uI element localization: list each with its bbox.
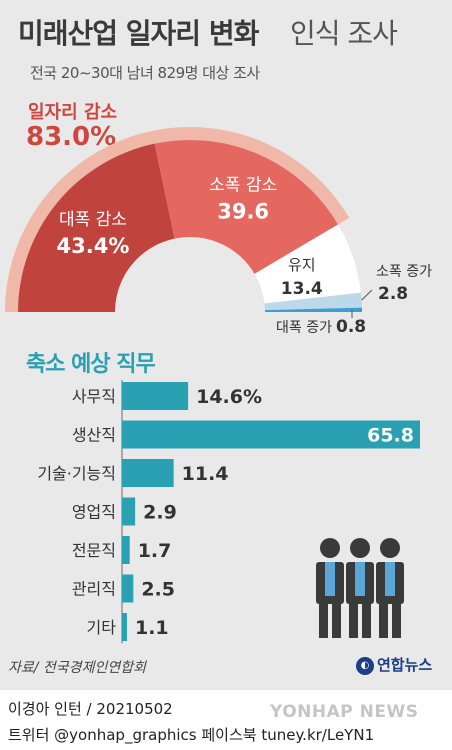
pie-slice-4 <box>264 292 362 311</box>
worker-leg-left-3 <box>379 604 388 638</box>
worker-head-3 <box>380 538 400 558</box>
bar-6 <box>122 574 134 603</box>
bar-2 <box>122 420 420 449</box>
slice-1-value: 43.4% <box>57 234 130 258</box>
worker-leg-right-3 <box>392 604 401 638</box>
worker-shirt-2 <box>355 562 365 596</box>
bar-value-4: 2.9 <box>143 502 177 524</box>
page-title: 미래산업 일자리 변화 <box>18 17 259 50</box>
source-note: 자료/ 전국경제인연합회 <box>8 660 146 676</box>
slice-2-name: 소폭 감소 <box>209 175 277 195</box>
worker-shirt-3 <box>385 562 395 596</box>
bar-value-7: 1.1 <box>135 617 169 639</box>
social-links: 트위터 @yonhap_graphics 페이스북 tuney.kr/LeYN1 <box>8 726 375 744</box>
bar-category-3: 기술·기능직 <box>37 464 116 483</box>
logo-text: 연합뉴스 <box>377 656 433 674</box>
bar-value-5: 1.7 <box>138 540 172 562</box>
bar-category-6: 관리직 <box>72 580 116 599</box>
worker-leg-right-2 <box>362 604 371 638</box>
bar-category-5: 전문직 <box>72 541 116 560</box>
bar-4 <box>122 497 136 526</box>
slice-5-name: 대폭 증가 <box>276 320 332 336</box>
pie-slice-2 <box>154 140 339 274</box>
bar-value-6: 2.5 <box>141 579 175 601</box>
worker-leg-right-1 <box>332 604 341 638</box>
slice-5-value: 0.8 <box>336 317 366 337</box>
worker-head-1 <box>320 538 340 558</box>
page-title-suffix: 인식 조사 <box>290 17 398 50</box>
bar-3 <box>122 459 174 487</box>
worker-head-2 <box>350 538 370 558</box>
slice-4-leader <box>361 289 373 301</box>
author-credit: 이경아 인턴 / 20210502 <box>8 700 173 718</box>
slice-4-name: 소폭 증가 <box>376 264 432 280</box>
slice-1-name: 대폭 감소 <box>59 210 127 230</box>
bar-value-1: 14.6% <box>196 386 262 408</box>
slice-3-name: 유지 <box>288 256 316 274</box>
bar-category-7: 기타 <box>87 618 117 637</box>
worker-leg-left-1 <box>319 604 328 638</box>
bar-category-1: 사무직 <box>72 387 116 406</box>
job-decrease-value: 83.0% <box>26 122 117 152</box>
bar-category-2: 생산직 <box>72 426 116 445</box>
pie-slice-1 <box>18 143 175 312</box>
job-decrease-label: 일자리 감소 <box>28 102 118 123</box>
logo-mark-icon: ◐ <box>356 656 374 675</box>
pie-slice-5 <box>264 307 362 312</box>
slice-2-value: 39.6 <box>217 199 269 223</box>
worker-leg-left-2 <box>349 604 358 638</box>
slice-4-value: 2.8 <box>378 284 408 304</box>
bar-7 <box>122 613 127 641</box>
worker-shirt-1 <box>325 562 335 596</box>
yonhap-logo: ◐ 연합뉴스 <box>356 654 432 675</box>
section-title: 축소 예상 직무 <box>26 352 156 377</box>
page-subtitle: 전국 20∼30대 남녀 829명 대상 조사 <box>30 64 260 82</box>
bar-category-4: 영업직 <box>72 503 116 522</box>
watermark: YONHAP NEWS <box>270 702 419 722</box>
chart-svg: 대폭 감소 43.4% 소폭 감소 39.6 유지 13.4 소폭 증가 2.8 대폭 증가 0.… <box>5 127 432 644</box>
bar-value-3: 11.4 <box>182 463 229 485</box>
pie-slice-3 <box>254 224 361 304</box>
bar-value-2: 65.8 <box>367 425 414 447</box>
slice-3-value: 13.4 <box>281 279 323 299</box>
bar-1 <box>122 382 189 410</box>
bar-5 <box>122 536 130 564</box>
workers-icon <box>316 538 404 638</box>
